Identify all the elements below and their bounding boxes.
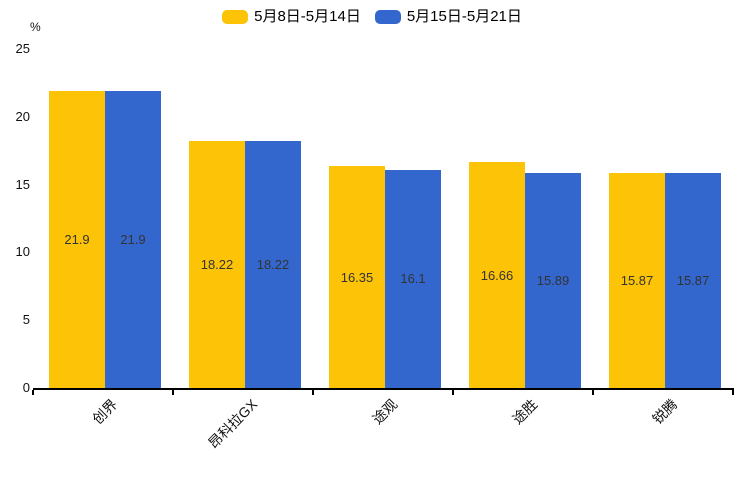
x-axis-tick: [452, 390, 454, 395]
bar-value-label: 21.9: [120, 232, 146, 247]
bar-value-label: 15.87: [676, 272, 710, 288]
bar: 16.1: [385, 169, 441, 388]
y-axis-tick-label: 0: [22, 380, 30, 395]
bar-value-label: 16.35: [340, 269, 374, 285]
bar: 16.66: [469, 162, 525, 388]
bar: 21.9: [49, 91, 105, 388]
legend-item[interactable]: 5月15日-5月21日: [374, 8, 522, 25]
bar: 18.22: [189, 140, 245, 388]
y-axis-tick-label: 15: [15, 176, 30, 192]
x-axis-tick: [172, 390, 174, 395]
x-axis-category-label: 锐腾: [649, 396, 681, 428]
bar-value-label: 16.66: [480, 267, 514, 283]
x-axis-category-label: 途胜: [509, 396, 541, 428]
y-axis-tick-label: 5: [22, 312, 30, 328]
x-axis-category-label: 昂科拉GX: [204, 396, 261, 452]
x-axis-tick: [732, 390, 734, 395]
bar-value-label: 16.1: [400, 271, 426, 287]
y-axis-unit-label: %: [30, 20, 41, 34]
bar-value-label: 18.22: [256, 256, 290, 272]
bar: 15.87: [665, 172, 721, 388]
bar-value-label: 21.9: [64, 232, 90, 247]
bar-value-label: 15.89: [536, 272, 570, 288]
bar: 15.89: [525, 172, 581, 388]
bar-value-label: 18.22: [200, 256, 234, 272]
x-axis-tick: [312, 390, 314, 395]
bar: 16.35: [329, 166, 385, 388]
legend-item[interactable]: 5月8日-5月14日: [222, 9, 361, 25]
legend-swatch-icon: [374, 10, 401, 24]
legend: 5月8日-5月14日 5月15日-5月21日: [0, 9, 744, 25]
bar-value-label: 15.87: [620, 272, 654, 288]
bar: 18.22: [245, 140, 301, 388]
x-axis-tick: [592, 390, 594, 395]
x-axis-category-label: 创界: [89, 396, 121, 428]
bar: 21.9: [105, 91, 161, 388]
x-axis-line: [33, 388, 734, 390]
legend-swatch-icon: [222, 10, 249, 24]
x-axis-tick: [32, 390, 34, 395]
bar: 15.87: [609, 172, 665, 388]
y-axis-tick-label: 10: [15, 244, 30, 260]
y-axis-tick-label: 20: [15, 108, 30, 124]
x-axis-category-label: 途观: [369, 396, 401, 428]
y-axis-tick-label: 25: [15, 41, 30, 56]
legend-item-label: 5月8日-5月14日: [254, 8, 361, 25]
legend-item-label: 5月15日-5月21日: [406, 8, 522, 25]
